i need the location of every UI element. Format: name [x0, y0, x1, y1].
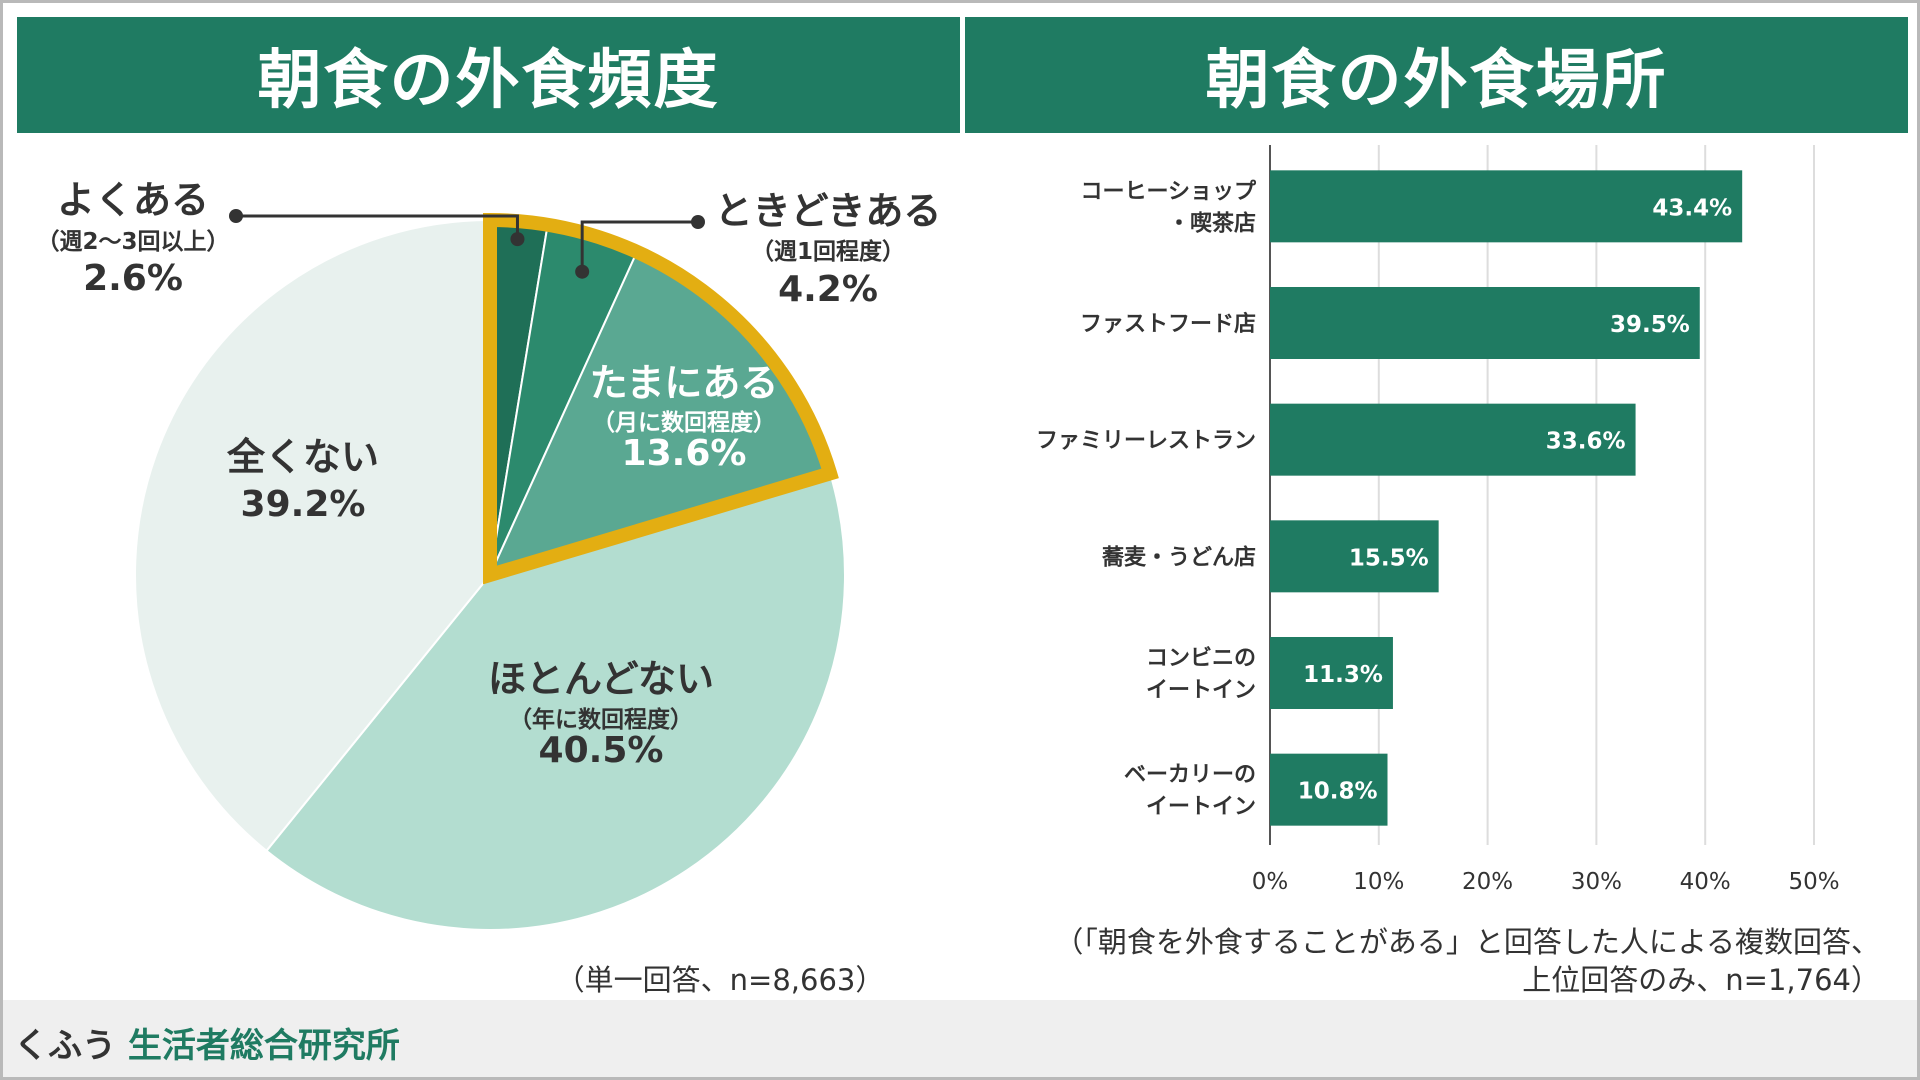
leader-end-yoku	[510, 232, 525, 247]
x-tick-label-3: 30%	[1571, 869, 1622, 895]
bar-value-label-0: 43.4%	[1652, 195, 1732, 221]
bar-1	[1270, 287, 1700, 359]
bar-2	[1270, 403, 1636, 476]
pie-slice-4	[134, 218, 491, 853]
footer-brand: くふう 生活者総合研究所	[14, 1018, 400, 1067]
bar-category-4-line2: イートイン	[1146, 678, 1256, 703]
pie-label-2: たまにある	[590, 361, 779, 405]
charts-canvas: よくある （週2〜3回以上） 2.6% ときどきある （週1回程度） 4.2% たまにある （…	[36, 145, 1880, 997]
bar-category-3: 蕎麦・うどん店	[1101, 544, 1256, 570]
x-tick-label-4: 40%	[1680, 869, 1731, 895]
leader-line-yoku	[236, 214, 519, 240]
bar-category-2: ファミリーレストラン	[1036, 429, 1256, 454]
bar-0	[1270, 170, 1743, 243]
pie-label-4: 全くない	[226, 435, 379, 479]
bar-value-label-1: 39.5%	[1610, 312, 1690, 338]
brand-suffix: 生活者総合研究所	[127, 1026, 400, 1066]
leader-dot-tokidoki	[691, 215, 705, 229]
pie-label-0: よくある	[57, 178, 209, 222]
bar-category-5-line1: ベーカリーの	[1124, 763, 1256, 788]
pie-value-0: 2.6%	[83, 258, 183, 299]
pie-sublabel-1: （週1回程度）	[751, 238, 905, 265]
bar-3	[1270, 520, 1439, 593]
leader-end-tokidoki	[575, 264, 590, 279]
pie-value-4: 39.2%	[241, 484, 366, 525]
pie-value-3: 40.5%	[539, 730, 664, 771]
bar-4	[1270, 637, 1393, 709]
x-tick-label-5: 50%	[1788, 869, 1839, 895]
pie-note: （単一回答、n=8,663）	[556, 963, 885, 997]
leader-line-tokidoki	[580, 220, 698, 272]
pie-value-1: 4.2%	[778, 269, 878, 310]
bar-category-5-line2: イートイン	[1146, 795, 1256, 820]
bar-value-label-2: 33.6%	[1546, 429, 1626, 455]
pie-label-1: ときどきある	[715, 189, 942, 233]
bar-value-label-4: 11.3%	[1303, 662, 1383, 688]
x-tick-label-1: 10%	[1353, 869, 1404, 895]
pie-label-3: ほとんどない	[488, 657, 714, 701]
bar-category-4-line1: コンビニの	[1146, 646, 1256, 671]
bar-category-0-line2: ・喫茶店	[1168, 210, 1256, 236]
x-tick-label-2: 20%	[1462, 869, 1513, 895]
pie-value-2: 13.6%	[622, 433, 747, 474]
leader-dot-yoku	[229, 209, 243, 223]
bar-note-line1: （「朝食を外食することがある」と回答した人による複数回答、	[1054, 925, 1880, 959]
pie-highlight-outline	[483, 212, 839, 585]
pie-sublabel-0: （週2〜3回以上）	[36, 228, 229, 255]
pie-sublabel-2: （月に数回程度）	[592, 409, 776, 436]
bar-value-label-5: 10.8%	[1298, 779, 1378, 805]
bar-5	[1270, 753, 1388, 826]
x-tick-label-0: 0%	[1252, 869, 1289, 895]
footer-band	[3, 1000, 1917, 1077]
bar-category-0-line1: コーヒーショップ	[1080, 179, 1257, 204]
bar-category-1: ファストフード店	[1080, 312, 1256, 337]
pie-slice-3	[265, 472, 846, 931]
pie-chart-title: 朝食の外食頻度	[17, 17, 960, 133]
brand-prefix: くふう	[14, 1026, 116, 1066]
bar-note-line2: 上位回答のみ、n=1,764）	[1522, 963, 1880, 997]
bar-chart-title: 朝食の外食場所	[965, 17, 1908, 133]
pie-sublabel-3: （年に数回程度）	[509, 706, 693, 733]
bar-value-label-3: 15.5%	[1349, 545, 1429, 571]
